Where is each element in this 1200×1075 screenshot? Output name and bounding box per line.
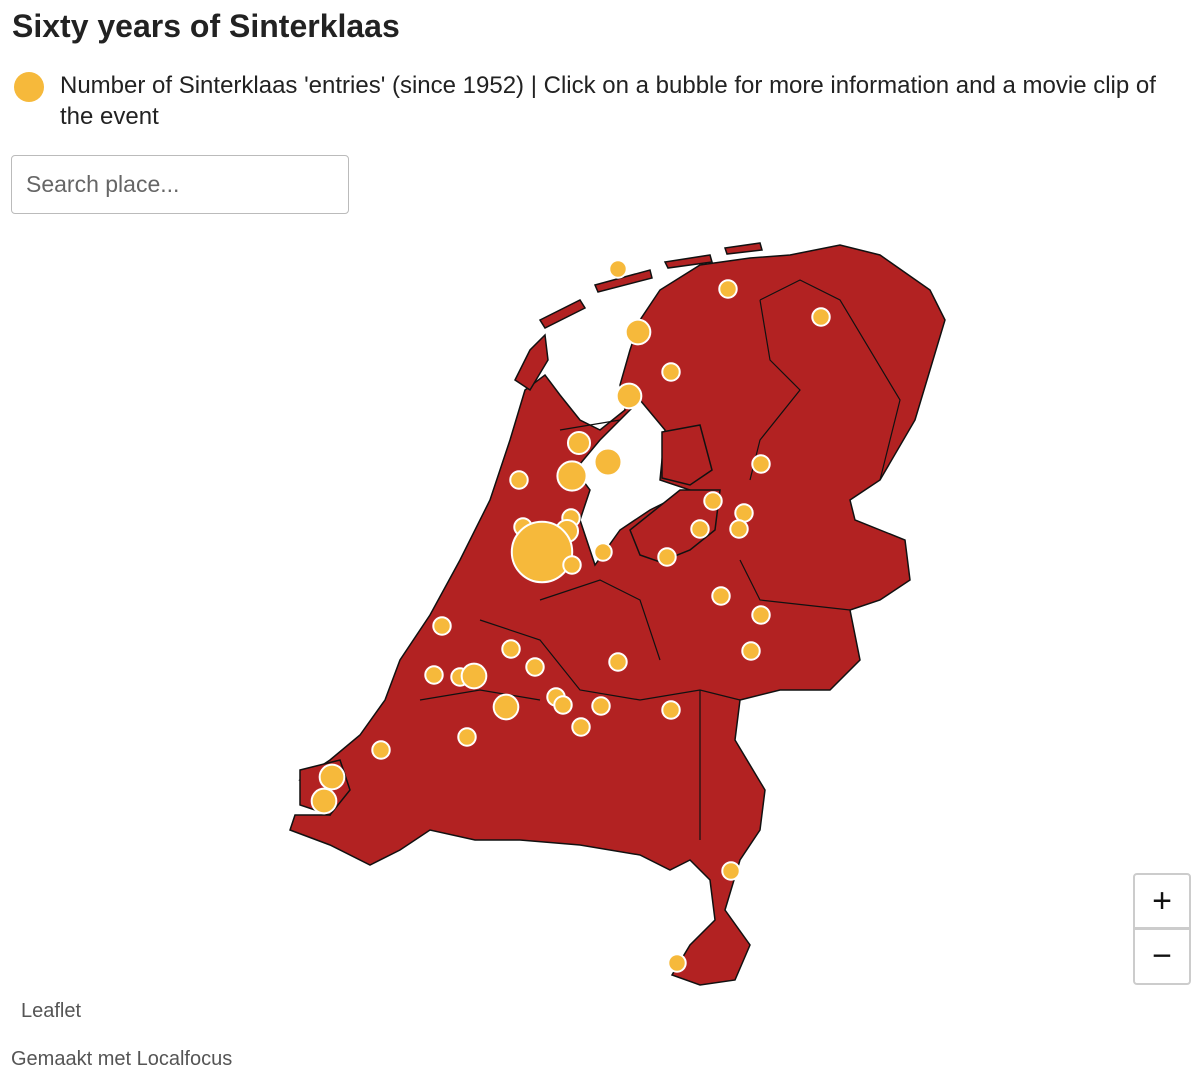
schiermonnikoog: [724, 242, 763, 255]
bubble[interactable]: [608, 259, 628, 279]
bubble[interactable]: [721, 861, 741, 881]
bubble[interactable]: [562, 555, 582, 575]
bubble[interactable]: [460, 662, 488, 690]
bubble[interactable]: [624, 318, 652, 346]
footer[interactable]: Gemaakt met Localfocus: [11, 1048, 233, 1070]
bubble[interactable]: [591, 696, 611, 716]
legend-label: Number of Sinterklaas 'entries' (since 1…: [60, 72, 1156, 130]
bubble[interactable]: [751, 454, 771, 474]
bubble[interactable]: [661, 700, 681, 720]
bubble[interactable]: [501, 639, 521, 659]
bubble[interactable]: [657, 547, 677, 567]
border: [419, 279, 901, 840]
mainland: [289, 244, 946, 986]
regions: [419, 279, 901, 840]
bubble[interactable]: [690, 519, 710, 539]
title: Sixty years of Sinterklaas: [12, 8, 400, 44]
bubble[interactable]: [571, 717, 591, 737]
bubble[interactable]: [593, 542, 613, 562]
attribution[interactable]: Leaflet: [21, 1000, 82, 1022]
bubble[interactable]: [457, 727, 477, 747]
zoom-in[interactable]: +: [1133, 873, 1191, 929]
noordoostpolder: [661, 424, 713, 486]
bubble[interactable]: [424, 665, 444, 685]
bubbles: [310, 259, 831, 973]
texel: [514, 333, 549, 392]
bubble[interactable]: [703, 491, 723, 511]
bubble[interactable]: [711, 586, 731, 606]
bubble[interactable]: [525, 657, 545, 677]
terschelling: [593, 269, 653, 293]
bubble[interactable]: [661, 362, 681, 382]
bubble[interactable]: [556, 460, 588, 492]
bubble[interactable]: [667, 953, 687, 973]
bubble[interactable]: [566, 430, 592, 456]
bubble[interactable]: [615, 382, 643, 410]
bubble[interactable]: [492, 693, 520, 721]
flevoland: [629, 489, 721, 563]
legend-swatch: [14, 72, 44, 102]
vlieland: [538, 299, 587, 329]
bubble[interactable]: [371, 740, 391, 760]
bubble[interactable]: [553, 695, 573, 715]
bubble[interactable]: [510, 520, 574, 584]
bubble[interactable]: [729, 519, 749, 539]
bubble[interactable]: [509, 470, 529, 490]
bubble[interactable]: [432, 616, 452, 636]
bubble[interactable]: [318, 763, 346, 791]
land: [289, 242, 946, 986]
bubble[interactable]: [310, 787, 338, 815]
bubble[interactable]: [734, 503, 754, 523]
search-input[interactable]: Search place...: [11, 155, 349, 214]
bubble[interactable]: [751, 605, 771, 625]
zoom-out[interactable]: −: [1133, 929, 1191, 985]
ameland: [663, 254, 713, 269]
bubble[interactable]: [741, 641, 761, 661]
bubble[interactable]: [608, 652, 628, 672]
bubble[interactable]: [593, 447, 623, 477]
bubble[interactable]: [811, 307, 831, 327]
bubble[interactable]: [718, 279, 738, 299]
